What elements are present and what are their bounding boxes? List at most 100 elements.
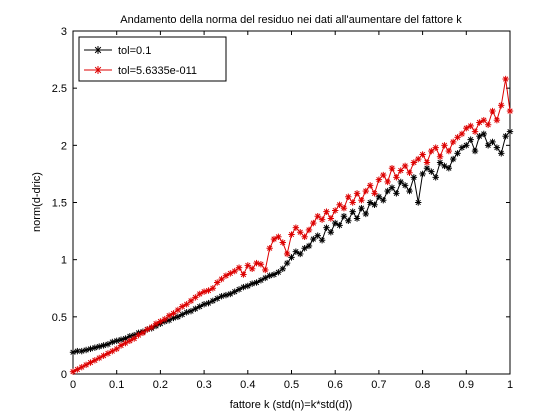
data-point [498, 102, 505, 109]
data-point [502, 75, 509, 83]
data-point [388, 165, 396, 172]
data-point [283, 250, 291, 258]
x-axis-ticks: 0 0.1 0.2 0.3 0.4 0.5 0.6 0.7 0.8 0.9 1 [70, 31, 513, 391]
data-point [126, 337, 134, 345]
data-point [401, 182, 409, 189]
data-point [257, 261, 265, 268]
data-point [449, 138, 457, 146]
data-point [471, 128, 479, 135]
data-point [445, 165, 453, 172]
plot-area [72, 30, 511, 375]
data-point [380, 197, 387, 204]
data-point [244, 262, 251, 269]
data-point [130, 335, 138, 342]
data-point [240, 271, 247, 278]
data-point [345, 217, 352, 224]
data-point [288, 231, 295, 238]
chart-title: Andamento della norma del residuo nei da… [120, 14, 462, 26]
x-tick-label: 0.5 [284, 379, 299, 391]
data-point [96, 343, 103, 350]
data-point [248, 280, 256, 287]
data-point [336, 201, 343, 208]
data-point [340, 213, 348, 220]
data-point [69, 368, 77, 375]
data-point [419, 170, 426, 178]
data-point [253, 279, 260, 286]
data-point [489, 107, 496, 115]
data-point [332, 219, 339, 227]
data-point [471, 147, 479, 155]
data-point [415, 155, 422, 163]
data-point [279, 265, 286, 273]
x-tick-label: 0.6 [328, 379, 343, 391]
data-point [69, 349, 77, 356]
data-point [349, 199, 356, 206]
data-point [340, 205, 348, 212]
data-point [436, 159, 444, 166]
data-point [423, 165, 431, 172]
data-point [489, 138, 496, 146]
data-point [262, 266, 269, 274]
data-point [349, 208, 356, 215]
data-point [432, 174, 439, 181]
data-point [113, 345, 120, 353]
legend: tol=0.1 tol=5.6335e-011 [78, 36, 227, 82]
data-point [506, 107, 514, 115]
data-point [441, 142, 448, 149]
data-point [401, 162, 409, 170]
data-point [109, 347, 116, 355]
data-point [410, 159, 418, 166]
data-point [200, 288, 208, 295]
data-point [353, 190, 361, 197]
data-point [82, 361, 90, 369]
data-point [78, 363, 85, 371]
data-point [318, 237, 326, 244]
data-point [200, 301, 208, 308]
legend-entry-2: tol=5.6335e-011 [84, 65, 197, 77]
y-tick-label: 0.5 [52, 312, 67, 324]
data-point [152, 320, 160, 327]
data-point [78, 347, 85, 355]
data-point [358, 197, 365, 204]
data-point [323, 208, 330, 215]
data-point [109, 338, 116, 346]
data-point [174, 313, 182, 321]
data-point [476, 132, 483, 140]
data-point [384, 187, 391, 195]
data-point [288, 254, 295, 261]
data-point [467, 136, 474, 143]
data-point [100, 342, 107, 349]
data-point [397, 178, 404, 186]
data-point [484, 121, 492, 128]
series-2 [69, 75, 514, 375]
data-point [248, 265, 256, 273]
data-point [196, 290, 203, 298]
data-point [410, 174, 418, 181]
data-point [139, 329, 147, 337]
data-point [148, 323, 155, 331]
data-point [476, 119, 483, 126]
data-point [266, 245, 273, 252]
y-tick-label: 1.5 [52, 198, 67, 210]
data-point [192, 305, 199, 313]
data-point [336, 222, 343, 229]
data-point [484, 142, 492, 149]
data-point [375, 193, 383, 200]
data-point [506, 128, 514, 135]
data-point [301, 233, 308, 240]
data-point [384, 178, 391, 186]
data-point [161, 315, 168, 323]
data-point [283, 259, 291, 267]
data-point [493, 144, 501, 151]
y-axis-label: norm(d-dric) [31, 172, 43, 232]
y-axis-ticks: 0 0.5 1 1.5 2 2.5 3 [52, 26, 510, 381]
data-point [314, 213, 321, 220]
x-tick-label: 0.1 [109, 379, 124, 391]
data-point [192, 294, 199, 301]
data-point [117, 342, 125, 349]
legend-marker [94, 46, 102, 54]
data-point [428, 147, 435, 155]
data-point [345, 193, 352, 200]
data-point [305, 242, 313, 250]
data-point [393, 190, 400, 197]
